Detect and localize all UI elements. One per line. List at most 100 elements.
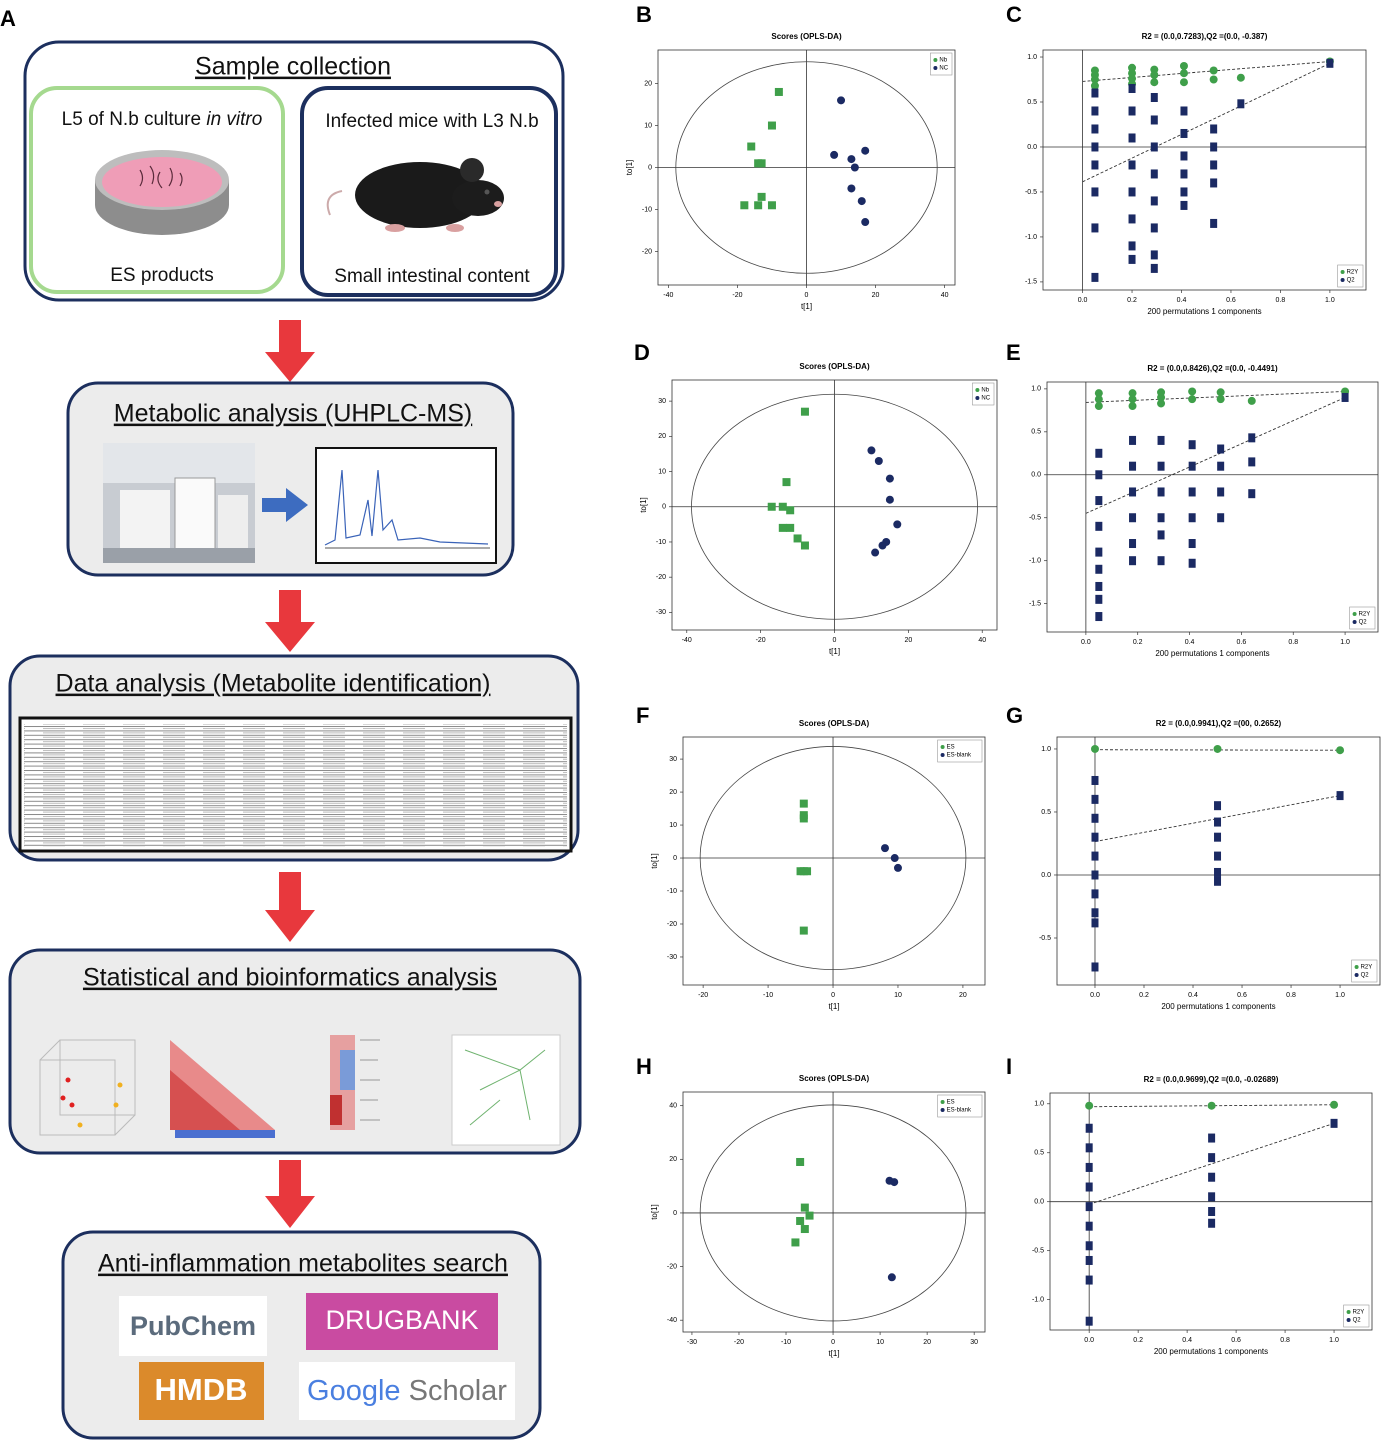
data-point <box>1085 1123 1093 1133</box>
data-point <box>1128 254 1136 264</box>
data-point <box>1128 402 1137 411</box>
y-tick-label: 0 <box>673 855 677 862</box>
logo-pubchem: PubChem <box>130 1311 256 1341</box>
x-tick-label: 0.8 <box>1286 992 1296 999</box>
x-tick-label: 0.4 <box>1177 297 1187 304</box>
x-tick-label: 1.0 <box>1325 297 1335 304</box>
table-rows <box>24 724 567 847</box>
y-tick-label: 10 <box>644 122 652 129</box>
data-point <box>1085 1221 1093 1231</box>
stage-title: Statistical and bioinformatics analysis <box>83 964 497 992</box>
data-point <box>1129 487 1137 497</box>
legend-label: Q2 <box>1359 620 1368 626</box>
data-point <box>1091 124 1099 134</box>
data-point <box>1091 272 1099 282</box>
data-point <box>1157 399 1166 408</box>
data-point <box>1214 876 1222 886</box>
data-point <box>1095 612 1103 622</box>
panel-label: B <box>636 2 652 27</box>
legend-marker <box>1354 965 1359 969</box>
legend-marker <box>975 388 980 392</box>
logo-google-scholar: Google Scholar <box>307 1375 507 1407</box>
data-point <box>1208 1153 1216 1163</box>
data-point <box>1209 66 1218 75</box>
x-tick-label: 1.0 <box>1340 639 1350 646</box>
chart-title: Scores (OPLS-DA) <box>799 719 870 728</box>
y-tick-label: -30 <box>656 609 666 616</box>
x-tick-label: 0.0 <box>1090 992 1100 999</box>
data-point <box>1095 470 1103 480</box>
x-tick-label: -20 <box>734 1339 744 1346</box>
y-tick-label: 1.0 <box>1041 746 1051 753</box>
data-point <box>1091 908 1099 918</box>
chart-title: Scores (OPLS-DA) <box>799 362 870 371</box>
y-axis-label: to[1] <box>650 853 659 869</box>
stage-title: Metabolic analysis (UHPLC-MS) <box>114 400 472 428</box>
x-axis-label: t[1] <box>828 1349 839 1358</box>
x-tick-label: 0.8 <box>1276 297 1286 304</box>
x-tick-label: 0.8 <box>1280 1337 1290 1344</box>
data-point <box>782 478 791 487</box>
data-point <box>1091 851 1099 861</box>
legend-marker <box>940 1100 945 1104</box>
data-point <box>1150 115 1158 125</box>
x-axis-label: t[1] <box>829 647 840 656</box>
data-point <box>1091 187 1099 197</box>
chart-title: Scores (OPLS-DA) <box>799 1074 870 1083</box>
cluster-heatmap <box>330 1035 380 1130</box>
data-point <box>1179 69 1188 78</box>
legend-box <box>937 739 983 763</box>
data-point <box>1150 71 1159 80</box>
data-point <box>857 197 866 206</box>
y-tick-label: -0.5 <box>1029 515 1041 522</box>
data-point <box>747 142 756 151</box>
x-tick-label: -10 <box>781 1339 791 1346</box>
data-point <box>1214 867 1222 877</box>
data-point <box>1210 160 1218 170</box>
data-point <box>1090 81 1099 90</box>
data-point <box>893 863 902 872</box>
x-tick-label: 0.6 <box>1237 992 1247 999</box>
data-point <box>847 155 856 164</box>
x-tick-label: 10 <box>876 1339 884 1346</box>
y-tick-label: 0 <box>673 1210 677 1217</box>
legend-label: NC <box>981 396 990 402</box>
data-point <box>1208 1207 1216 1216</box>
legend-label: NC <box>939 66 948 72</box>
instrument-photo <box>103 443 255 563</box>
legend-label: ES <box>947 1100 955 1106</box>
data-point <box>1095 581 1103 591</box>
stage-title: Sample collection <box>195 53 391 81</box>
data-point <box>1188 513 1196 523</box>
plot-frame <box>682 1091 986 1333</box>
data-point <box>880 844 889 853</box>
hotelling-ellipse <box>699 1104 967 1322</box>
data-point <box>1085 1162 1093 1172</box>
y-tick-label: -20 <box>667 921 677 928</box>
x-tick-label: 0.4 <box>1188 992 1198 999</box>
data-point <box>1129 435 1137 445</box>
data-point <box>830 150 839 159</box>
x-tick-label: 0.2 <box>1139 992 1149 999</box>
legend-label: R2Y <box>1347 270 1359 276</box>
data-point <box>1188 440 1196 450</box>
data-point <box>1095 521 1103 531</box>
y-axis-label: to[1] <box>625 160 634 176</box>
data-point <box>799 926 808 935</box>
data-point <box>774 87 783 96</box>
data-point <box>793 534 802 543</box>
legend-marker <box>940 753 945 757</box>
legend-box <box>937 1094 983 1118</box>
data-point <box>887 1273 896 1282</box>
legend-label: Q2 <box>1361 973 1370 979</box>
legend-label: ES <box>947 745 955 751</box>
legend-marker <box>933 66 938 70</box>
data-point <box>1336 746 1345 755</box>
data-point <box>1157 487 1165 497</box>
regression-line <box>1089 1122 1335 1205</box>
data-point <box>1090 75 1099 84</box>
legend-label: Q2 <box>1353 1318 1362 1324</box>
data-point <box>871 548 880 557</box>
hotelling-ellipse <box>691 393 978 620</box>
plot-frame <box>682 736 986 986</box>
